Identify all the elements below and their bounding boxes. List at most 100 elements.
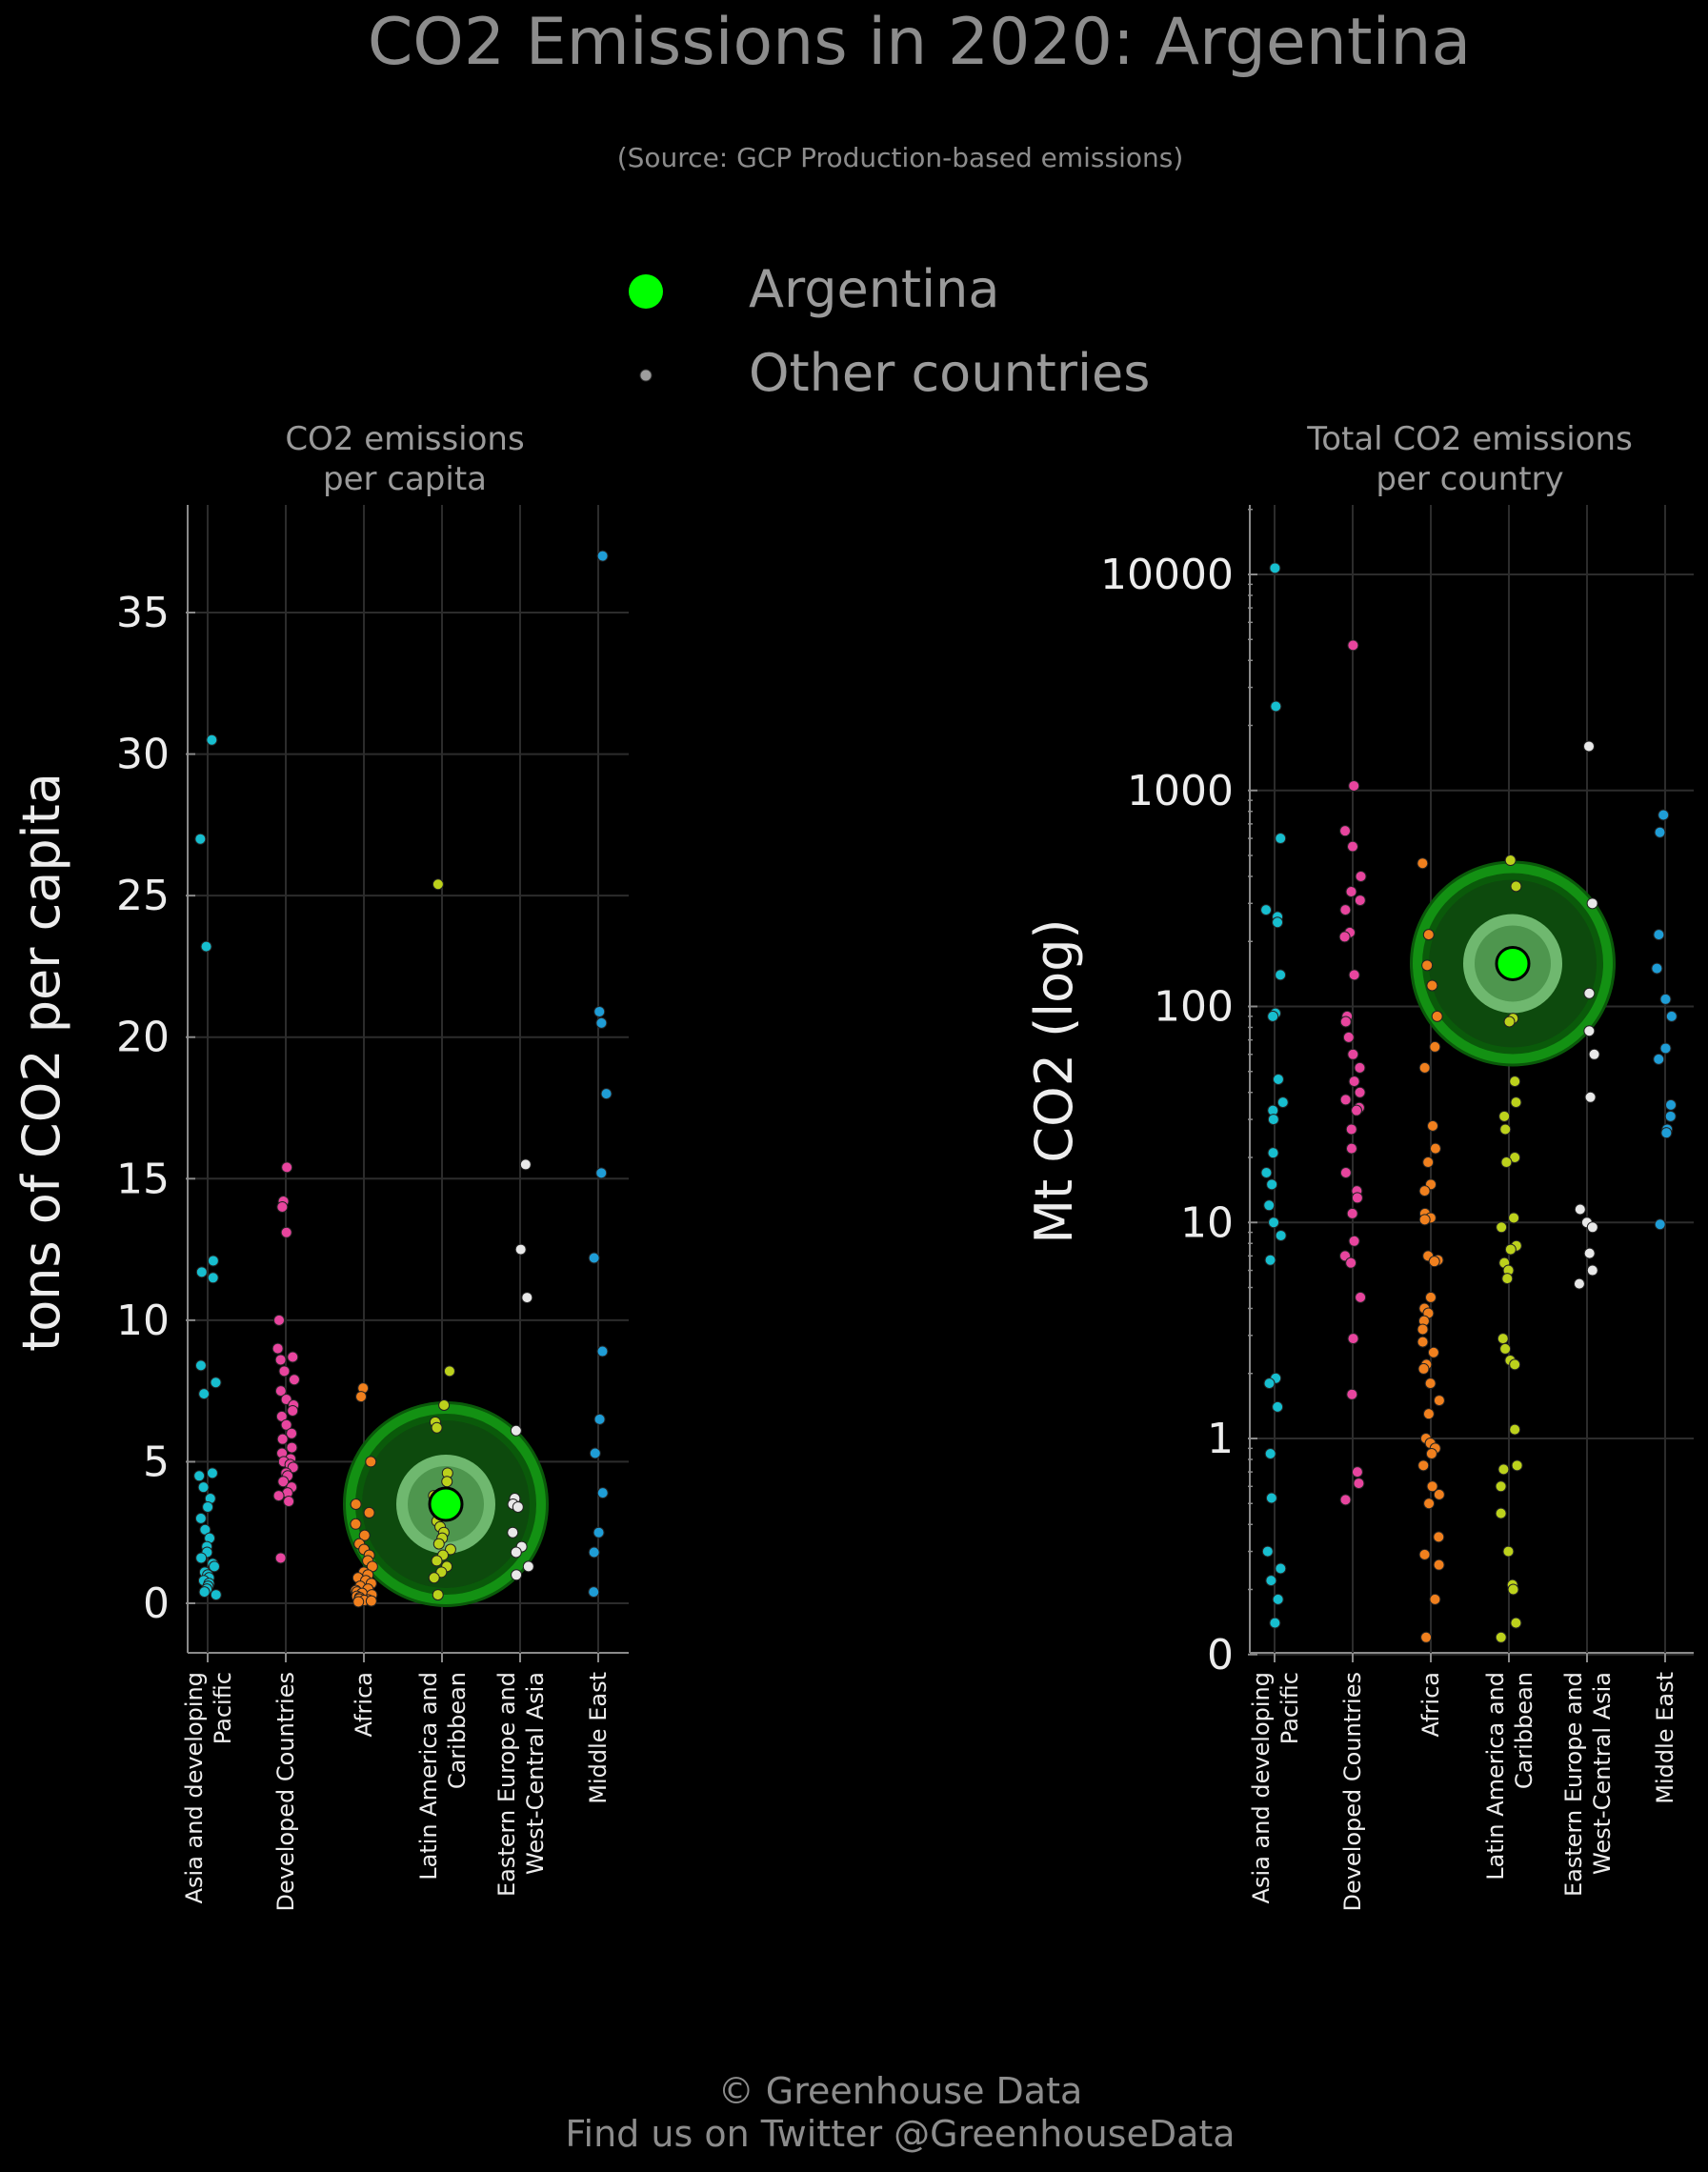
data-point [273, 1314, 286, 1326]
x-category-label: Latin America andCaribbean [415, 1672, 471, 1880]
data-point [428, 1572, 440, 1584]
data-point [1659, 993, 1672, 1005]
x-category-label-line: Developed Countries [272, 1672, 299, 1912]
panel-title-line: per country [1376, 460, 1563, 498]
data-point [1500, 1156, 1513, 1169]
data-point [1268, 1217, 1280, 1229]
y-tick-label: 0 [1207, 1631, 1234, 1679]
data-point [198, 1586, 211, 1599]
data-point [1342, 1031, 1355, 1043]
data-point [1267, 1147, 1279, 1159]
data-point [206, 734, 218, 746]
data-point [1264, 1254, 1276, 1266]
data-point [1417, 1323, 1429, 1336]
data-point [1348, 1235, 1360, 1247]
data-point [1507, 1583, 1519, 1596]
data-point [596, 1487, 609, 1499]
data-point [1417, 1459, 1430, 1472]
data-point [1354, 895, 1366, 907]
data-point [1586, 897, 1598, 910]
data-point [1275, 833, 1287, 845]
data-point [1339, 904, 1352, 916]
data-point [1272, 916, 1284, 929]
data-point [1433, 1559, 1445, 1571]
x-category-label: Asia and developingPacific [181, 1672, 236, 1903]
highlight-point [1495, 945, 1531, 981]
data-point [588, 1252, 600, 1264]
data-point [512, 1500, 524, 1513]
panel-title-line: per capita [323, 460, 487, 498]
data-point [522, 1560, 534, 1573]
data-point [1653, 1053, 1665, 1065]
data-point [1573, 1277, 1585, 1290]
y-tick-label: 1000 [1127, 767, 1234, 815]
data-point [432, 1538, 445, 1550]
data-point [1433, 1395, 1445, 1407]
data-point [1584, 1091, 1597, 1103]
x-category-label: Asia and developingPacific [1248, 1672, 1303, 1903]
data-point [1345, 1142, 1357, 1155]
y-axis-label: Mt CO2 (log) [1024, 918, 1084, 1243]
data-point [286, 1427, 298, 1439]
x-category-label: Middle East [585, 1672, 612, 1804]
data-point [1583, 1247, 1596, 1259]
data-point [510, 1546, 522, 1559]
x-category-label-line: West-Central Asia [1589, 1672, 1616, 1875]
data-point [1431, 1010, 1443, 1022]
data-point [438, 1399, 451, 1411]
data-point [1651, 962, 1663, 975]
y-tick-label: 5 [143, 1438, 170, 1486]
data-point [596, 550, 609, 562]
data-point [1659, 1042, 1672, 1055]
data-point [1660, 1127, 1673, 1139]
x-category-label-line: Latin America and [1482, 1672, 1509, 1880]
data-point [274, 1385, 287, 1398]
data-point [1275, 1229, 1287, 1241]
data-point [193, 1470, 206, 1482]
x-category-label-line: Pacific [210, 1672, 236, 1744]
x-category-label-line: Caribbean [444, 1672, 471, 1789]
data-point [1418, 1214, 1431, 1226]
data-point [1508, 1212, 1520, 1224]
x-category-label: Africa [1417, 1672, 1444, 1737]
data-point [1427, 1346, 1439, 1358]
data-point [197, 1481, 210, 1494]
y-tick-label: 1 [1207, 1415, 1234, 1463]
x-category-label-line: Africa [1417, 1672, 1444, 1737]
data-point [1275, 1562, 1287, 1575]
data-point [519, 1158, 532, 1171]
data-point [1497, 1333, 1509, 1345]
y-tick-label: 20 [116, 1014, 170, 1062]
data-point [1263, 1378, 1276, 1390]
data-point [272, 1490, 285, 1502]
data-point [200, 940, 212, 953]
data-point [198, 1388, 211, 1400]
data-point [1345, 1257, 1357, 1269]
data-point [1574, 1203, 1586, 1216]
data-point [1429, 1142, 1441, 1155]
data-point [1270, 700, 1282, 713]
data-point [195, 1552, 208, 1564]
data-point [288, 1374, 300, 1386]
data-point [1265, 1575, 1277, 1587]
data-point [441, 1476, 453, 1488]
data-point [1511, 1459, 1523, 1472]
data-point [1420, 1631, 1433, 1643]
data-point [1665, 1010, 1678, 1022]
data-point [1347, 1333, 1359, 1345]
data-point [593, 1005, 606, 1017]
y-tick-label: 15 [116, 1155, 170, 1203]
data-point [432, 878, 444, 891]
data-point [1510, 1617, 1522, 1629]
x-category-label-line: Middle East [1652, 1672, 1678, 1804]
data-point [1266, 1178, 1278, 1191]
data-point [1583, 740, 1596, 753]
y-axis-label: tons of CO2 per capita [11, 773, 71, 1352]
y-tick-label: 30 [116, 731, 170, 779]
data-point [1424, 1378, 1437, 1390]
data-point [286, 1441, 298, 1454]
data-point [1355, 1291, 1367, 1303]
data-point [1348, 969, 1360, 981]
data-point [1497, 1463, 1510, 1476]
